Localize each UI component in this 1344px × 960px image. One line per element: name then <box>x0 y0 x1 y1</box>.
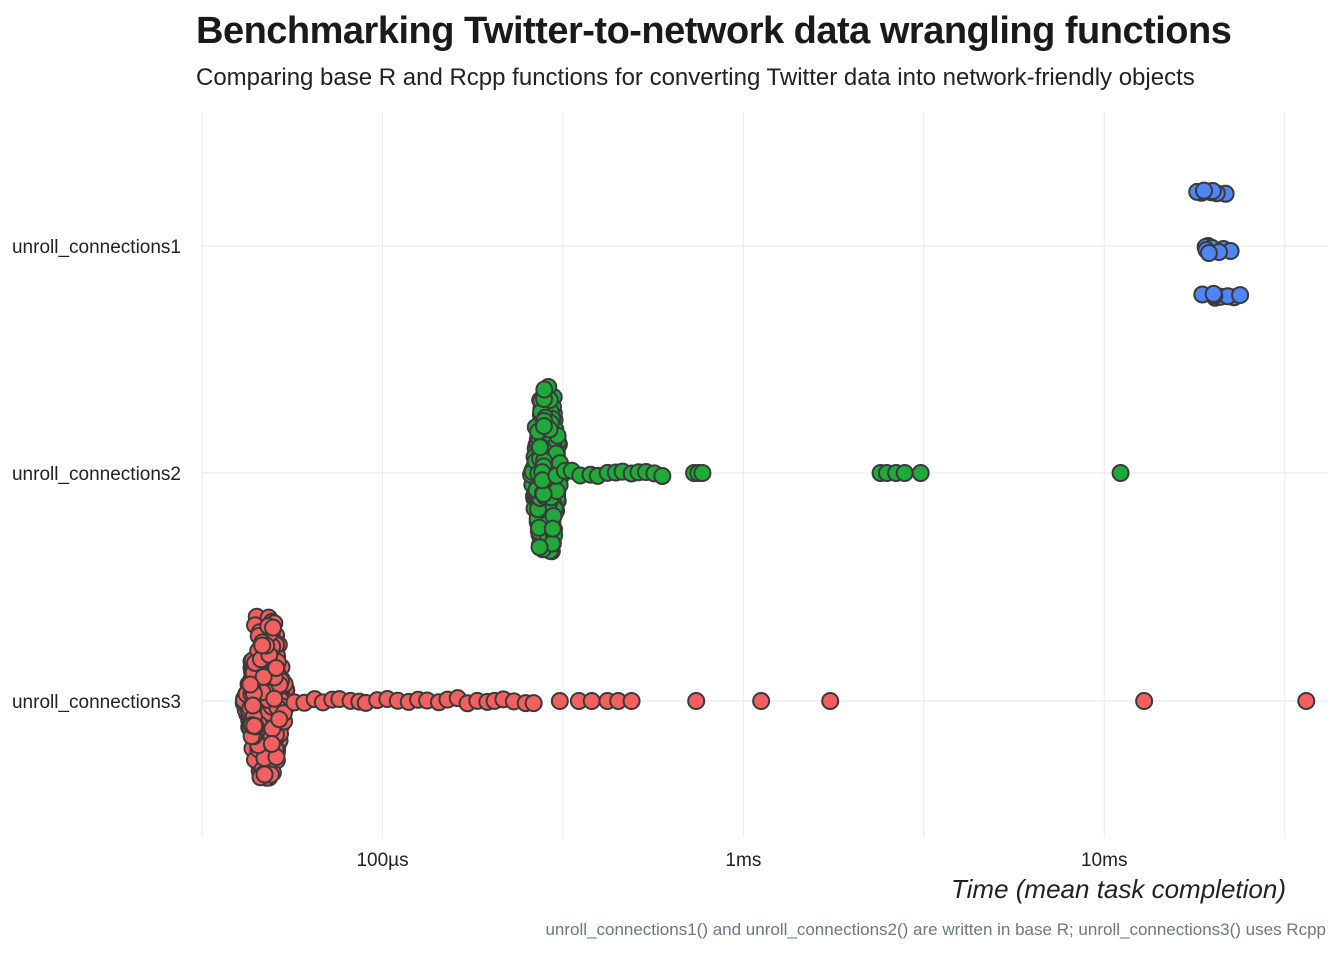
data-point <box>752 692 771 710</box>
data-point <box>535 380 554 399</box>
data-point <box>534 417 553 436</box>
data-point <box>653 466 672 485</box>
data-point <box>911 464 930 482</box>
data-point <box>264 618 283 637</box>
data-points <box>234 181 1316 787</box>
data-point <box>270 710 289 729</box>
data-point <box>1194 181 1213 200</box>
data-point <box>895 464 914 482</box>
data-point <box>255 765 274 784</box>
data-point <box>622 692 641 710</box>
data-point <box>1297 692 1316 710</box>
data-point <box>254 667 273 686</box>
data-point <box>1199 244 1218 263</box>
data-point <box>1111 464 1130 482</box>
data-point <box>582 692 601 710</box>
data-point <box>530 538 549 557</box>
data-point <box>262 734 281 753</box>
data-point <box>1135 692 1154 710</box>
data-point <box>550 692 569 710</box>
data-point <box>267 658 286 677</box>
data-point <box>243 696 262 715</box>
y-tick-label: unroll_connections3 <box>12 692 181 713</box>
x-axis-ticks: 100µs 1ms 10ms <box>356 850 1127 871</box>
data-point <box>543 519 562 538</box>
data-point <box>265 689 284 708</box>
data-point <box>253 636 272 655</box>
x-tick-label: 10ms <box>1081 850 1127 871</box>
data-point <box>821 692 840 710</box>
data-point <box>524 694 543 713</box>
x-tick-label: 100µs <box>356 850 408 871</box>
data-point <box>245 716 264 735</box>
chart-title: Benchmarking Twitter-to-network data wra… <box>196 10 1232 52</box>
data-point <box>687 692 706 710</box>
data-point <box>1204 284 1223 303</box>
y-axis-ticks: unroll_connections1 unroll_connections2un… <box>12 237 181 713</box>
data-point <box>1231 286 1250 305</box>
y-tick-label: unroll_connections2 <box>12 464 181 485</box>
data-point <box>530 438 549 457</box>
x-axis-label: Time (mean task completion) <box>951 874 1286 904</box>
data-point <box>241 675 260 694</box>
chart-subtitle: Comparing base R and Rcpp functions for … <box>196 64 1195 91</box>
x-tick-label: 1ms <box>725 850 761 871</box>
grid-lines <box>201 112 1328 838</box>
chart-caption: unroll_connections1() and unroll_connect… <box>545 920 1326 939</box>
y-tick-label: unroll_connections1 <box>12 237 181 258</box>
data-point <box>693 464 712 482</box>
